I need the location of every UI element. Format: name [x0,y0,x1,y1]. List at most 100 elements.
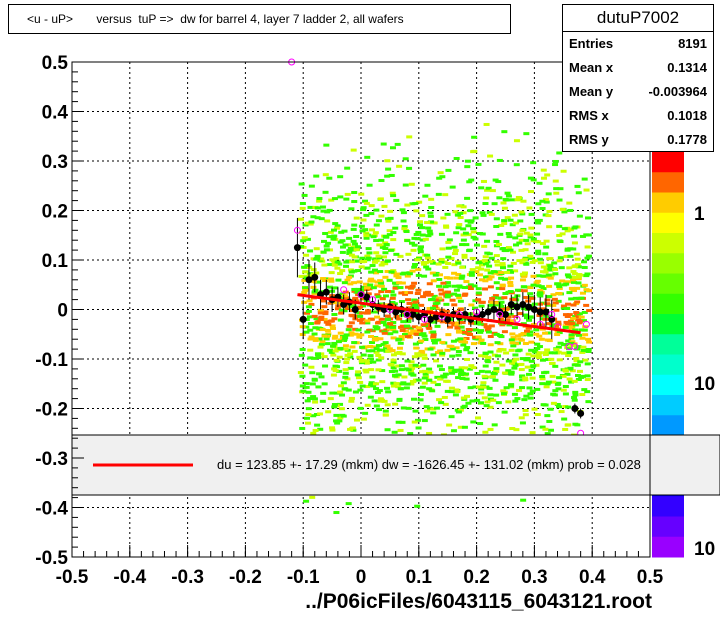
density-cell [355,376,362,380]
density-cell [564,273,571,277]
density-cell [355,370,362,374]
density-cell [523,132,530,136]
density-cell [566,201,573,205]
density-cell [358,224,365,228]
density-cell [534,232,541,236]
density-cell [314,254,321,258]
density-cell [329,426,336,430]
density-cell [344,357,351,361]
density-cell [432,298,439,302]
density-cell [351,191,358,195]
density-cell [443,302,450,306]
density-cell [487,405,494,409]
density-cell [583,188,590,192]
density-cell [303,382,310,386]
density-cell [398,364,405,368]
density-cell [425,226,432,230]
density-cell [399,352,406,356]
density-cell [307,328,314,332]
density-cell [573,252,580,256]
density-cell [505,246,512,250]
density-cell [540,274,547,278]
density-cell [369,279,376,283]
density-cell [383,243,390,247]
density-cell [544,298,551,302]
density-cell [328,198,335,202]
density-cell [576,369,583,373]
density-cell [424,409,431,413]
density-cell [424,256,431,260]
stats-name: dutuP7002 [563,5,713,32]
density-cell [417,220,424,224]
density-cell [339,239,346,243]
density-cell [545,357,552,361]
density-cell [327,348,334,352]
density-cell [390,384,397,388]
density-cell [548,357,555,361]
y-tick-label: 0.2 [42,202,68,223]
density-cell [519,357,526,361]
density-cell [404,359,411,363]
density-cell [468,303,475,307]
density-cell [542,353,549,357]
density-cell [360,417,367,421]
density-cell [392,286,399,290]
density-cell [436,277,443,281]
density-cell [552,163,559,167]
density-cell [443,309,450,313]
density-cell [366,251,373,255]
density-cell [468,271,475,275]
density-cell [321,305,328,309]
density-cell [443,276,450,280]
density-cell [398,335,405,339]
density-cell [426,387,433,391]
density-cell [511,366,518,370]
density-cell [390,358,397,362]
density-cell [347,427,354,431]
density-cell [353,248,360,252]
density-cell [396,281,403,285]
density-cell [437,377,444,381]
density-cell [484,251,491,255]
density-cell [374,315,381,319]
density-cell [502,197,509,201]
density-cell [512,342,519,346]
density-cell [376,348,383,352]
density-cell [430,332,437,336]
density-cell [572,390,579,394]
density-cell [334,266,341,270]
density-cell [383,235,390,239]
density-cell [581,310,588,314]
density-cell [451,284,458,288]
density-cell [328,271,335,275]
density-cell [444,389,451,393]
density-cell [379,297,386,301]
density-cell [479,263,486,267]
density-cell [348,270,355,274]
density-cell [567,319,574,323]
density-cell [453,322,460,326]
density-cell [307,348,314,352]
density-cell [367,357,374,361]
density-cell [323,143,330,147]
density-cell [374,293,381,297]
density-cell [485,330,492,334]
density-cell [513,428,520,432]
density-cell [317,412,324,416]
density-cell [455,272,462,276]
density-cell [528,226,535,230]
density-cell [390,325,397,329]
density-cell [435,338,442,342]
density-cell [556,224,563,228]
density-cell [307,249,314,253]
axes: -0.5 -0.4 -0.3 -0.2 -0.1 0 0.1 0.2 0.3 0.4 0.50.50… [35,53,663,588]
density-cell [465,401,472,405]
density-cell [585,254,592,258]
density-cell [497,347,504,351]
density-cell [407,432,414,436]
density-cell [390,366,397,370]
density-cell [427,214,434,218]
density-cell [336,419,343,423]
density-cell [581,388,588,392]
density-cell [303,499,310,503]
